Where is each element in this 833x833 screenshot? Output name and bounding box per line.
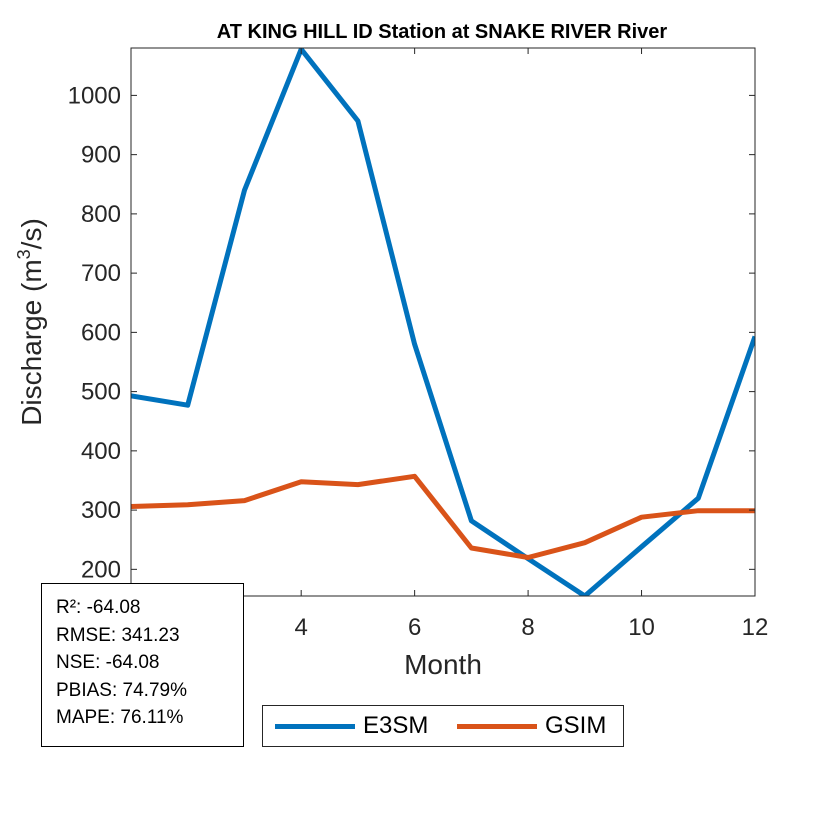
- legend-label-e3sm: E3SM: [363, 712, 429, 739]
- legend-label-gsim: GSIM: [545, 712, 607, 739]
- stat-pbias: PBIAS: 74.79%: [56, 679, 187, 701]
- y-axis-label-main: Discharge (m: [16, 259, 47, 425]
- y-axis-label-sup: 3: [14, 249, 34, 259]
- legend-swatch-gsim: [457, 723, 537, 729]
- x-axis-label: Month: [404, 649, 482, 680]
- y-axis-label: Discharge (m3/s): [14, 218, 47, 426]
- y-tick-label: 400: [81, 438, 121, 465]
- legend-item-gsim: GSIM: [457, 706, 606, 746]
- x-tick-label: 6: [408, 614, 421, 641]
- y-tick-label: 800: [81, 201, 121, 228]
- stat-nse: NSE: -64.08: [56, 652, 160, 673]
- y-axis-label-end: /s): [16, 218, 47, 249]
- series-line-gsim: [131, 473, 755, 560]
- x-tick-label: 12: [742, 614, 769, 641]
- stats-box: R²: -64.08 RMSE: 341.23 NSE: -64.08 PBIA…: [41, 583, 244, 747]
- y-tick-label: 300: [81, 497, 121, 524]
- y-tick-label: 600: [81, 319, 121, 346]
- x-tick-label: 4: [295, 614, 308, 641]
- plot-frame: [130, 47, 756, 597]
- y-tick-label: 500: [81, 379, 121, 406]
- series-line-e3sm: [131, 48, 755, 596]
- x-tick-label: 10: [628, 614, 655, 641]
- y-tick-label: 900: [81, 142, 121, 169]
- x-tick-label: 8: [521, 614, 534, 641]
- stat-rmse: RMSE: 341.23: [56, 624, 180, 646]
- series-layer: [131, 48, 755, 596]
- stat-mape: MAPE: 76.11%: [56, 707, 184, 728]
- legend-item-e3sm: E3SM: [275, 706, 428, 746]
- stat-r2: R²: -64.08: [56, 597, 141, 618]
- y-tick-label: 1000: [68, 82, 121, 109]
- legend: E3SM GSIM: [262, 705, 624, 747]
- chart-title: AT KING HILL ID Station at SNAKE RIVER R…: [217, 21, 668, 43]
- legend-swatch-e3sm: [275, 723, 355, 729]
- tick-layer: 4 6 8 10 12 200 300 400 500 600 700 800 900 1000: [68, 48, 769, 641]
- y-tick-label: 700: [81, 260, 121, 287]
- y-tick-label: 200: [81, 556, 121, 583]
